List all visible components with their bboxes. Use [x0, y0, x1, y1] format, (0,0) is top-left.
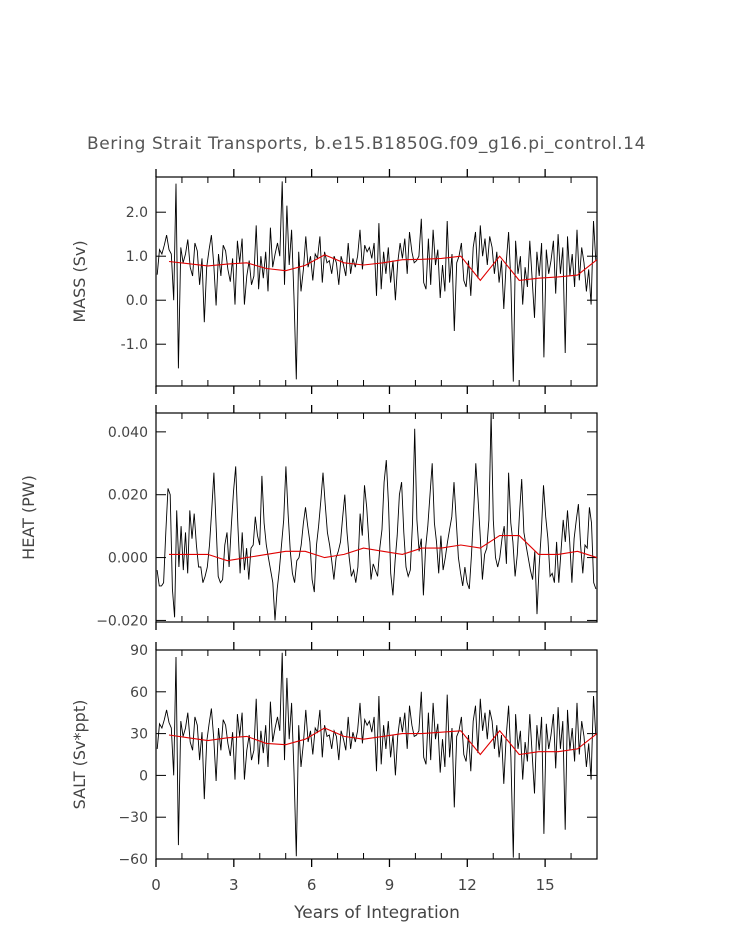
heat-annual-mean-series [169, 535, 597, 562]
x-tick-label: 6 [307, 876, 317, 894]
heat-ytick-label: 0.040 [108, 425, 148, 441]
mass-frame [155, 176, 598, 387]
x-tick-label: 9 [385, 876, 395, 894]
salt-ytick-label: 60 [130, 685, 148, 701]
mass-ytick-label: 0.0 [126, 293, 148, 309]
mass-annual-mean-series [168, 254, 597, 282]
salt-monthly-series [156, 652, 597, 858]
x-tick-label: 12 [458, 876, 477, 894]
x-axis: Years of Integration 0 3 6 9 12 15 [151, 876, 554, 923]
salt-ytick-label: 90 [130, 643, 148, 659]
panel-mass: -1.0 0.0 1.0 2.0 MASS (Sv) [70, 169, 598, 394]
x-tick-label: 0 [151, 876, 161, 894]
heat-ytick-label: 0.020 [108, 488, 148, 504]
mass-ytick-label: 2.0 [126, 205, 148, 221]
x-tick-label: 3 [229, 876, 239, 894]
panel-salt: −60 −30 0 30 60 90 SALT (Sv*ppt) [70, 642, 598, 868]
salt-y-axis-label: SALT (Sv*ppt) [70, 700, 89, 810]
x-tick-label: 15 [536, 876, 555, 894]
x-axis-label: Years of Integration [293, 903, 460, 923]
chart-title: Bering Strait Transports, b.e15.B1850G.f… [86, 134, 646, 154]
heat-ytick-label: −0.020 [96, 613, 148, 629]
salt-frame [155, 649, 598, 860]
salt-ytick-label: 0 [139, 768, 148, 784]
heat-frame [155, 412, 598, 623]
salt-ytick-label: 30 [130, 727, 148, 743]
heat-ytick-label: 0.000 [108, 551, 148, 567]
mass-ytick-label: -1.0 [121, 337, 148, 353]
heat-y-axis-label: HEAT (PW) [19, 475, 38, 560]
salt-ytick-label: −60 [118, 852, 148, 868]
panel-heat: −0.020 0.000 0.020 0.040 HEAT (PW) [19, 405, 598, 630]
salt-annual-mean-series [168, 727, 597, 756]
mass-ytick-label: 1.0 [126, 249, 148, 265]
heat-monthly-series [156, 413, 597, 621]
salt-ytick-label: −30 [118, 810, 148, 826]
mass-monthly-series [156, 181, 597, 382]
mass-y-axis-label: MASS (Sv) [70, 240, 89, 322]
